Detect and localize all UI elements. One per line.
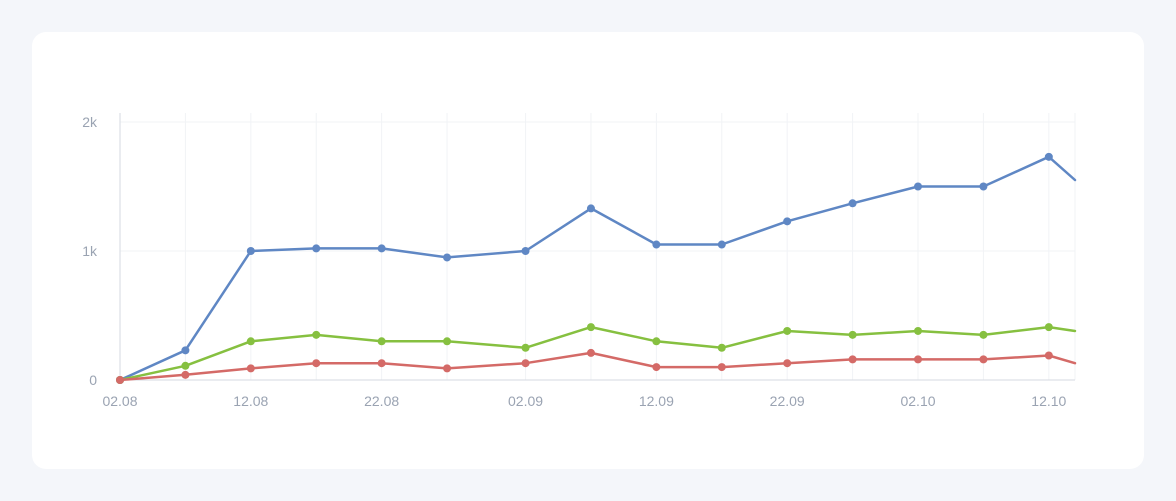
- data-point[interactable]: [116, 376, 124, 384]
- data-point[interactable]: [914, 182, 923, 191]
- data-point[interactable]: [443, 364, 452, 373]
- x-tick-label: 02.09: [508, 393, 543, 409]
- data-point[interactable]: [979, 330, 988, 339]
- data-point[interactable]: [312, 330, 321, 339]
- data-point[interactable]: [246, 247, 255, 255]
- series-1: [116, 152, 1077, 384]
- data-point[interactable]: [443, 253, 452, 262]
- data-point[interactable]: [717, 240, 726, 249]
- y-tick-labels: 0 1k 2k: [82, 114, 98, 388]
- x-tick-label: 02.08: [102, 393, 137, 409]
- data-point[interactable]: [1044, 152, 1053, 161]
- data-point[interactable]: [717, 363, 726, 372]
- data-point[interactable]: [1044, 351, 1053, 360]
- data-point[interactable]: [848, 199, 857, 208]
- data-point[interactable]: [652, 337, 661, 346]
- data-point[interactable]: [914, 355, 923, 364]
- data-point[interactable]: [979, 355, 988, 364]
- series-line: [118, 155, 1077, 382]
- x-tick-label: 12.10: [1031, 393, 1066, 409]
- data-point[interactable]: [181, 346, 190, 355]
- data-point[interactable]: [586, 323, 595, 332]
- data-point[interactable]: [848, 355, 857, 364]
- data-point[interactable]: [783, 359, 792, 368]
- series-2: [116, 323, 1077, 384]
- data-point[interactable]: [652, 240, 661, 249]
- data-point[interactable]: [181, 361, 190, 370]
- series-line: [118, 325, 1077, 382]
- data-point[interactable]: [181, 370, 190, 379]
- series-layer: [116, 152, 1077, 384]
- x-tick-label: 22.09: [770, 393, 805, 409]
- data-point[interactable]: [652, 363, 661, 372]
- data-point[interactable]: [783, 217, 792, 226]
- data-point[interactable]: [586, 348, 595, 357]
- data-point[interactable]: [1044, 323, 1053, 332]
- data-point[interactable]: [443, 337, 452, 346]
- data-point[interactable]: [521, 343, 530, 352]
- data-point[interactable]: [979, 182, 988, 191]
- x-tick-label: 12.08: [233, 393, 268, 409]
- data-point[interactable]: [848, 330, 857, 339]
- data-point[interactable]: [377, 337, 386, 346]
- data-point[interactable]: [377, 359, 386, 368]
- x-tick-label: 12.09: [639, 393, 674, 409]
- data-point[interactable]: [312, 244, 321, 253]
- data-point[interactable]: [586, 204, 595, 213]
- series-3: [116, 348, 1077, 384]
- y-tick-label: 1k: [82, 243, 98, 259]
- x-tick-label: 02.10: [900, 393, 935, 409]
- data-point[interactable]: [717, 343, 726, 352]
- data-point[interactable]: [246, 337, 255, 346]
- series-line: [118, 351, 1077, 382]
- data-point[interactable]: [377, 244, 386, 253]
- data-point[interactable]: [312, 359, 321, 368]
- x-tick-labels: 02.08 12.08 22.08 02.09 12.09 22.09 02.10 12.10: [102, 393, 1066, 409]
- axes: [119, 113, 1075, 381]
- y-tick-label: 2k: [82, 114, 98, 130]
- y-tick-label: 0: [89, 372, 97, 388]
- data-point[interactable]: [521, 359, 530, 368]
- data-point[interactable]: [246, 364, 255, 373]
- data-point[interactable]: [783, 326, 792, 335]
- data-point[interactable]: [521, 247, 530, 255]
- data-point[interactable]: [914, 326, 923, 335]
- x-tick-label: 22.08: [364, 393, 399, 409]
